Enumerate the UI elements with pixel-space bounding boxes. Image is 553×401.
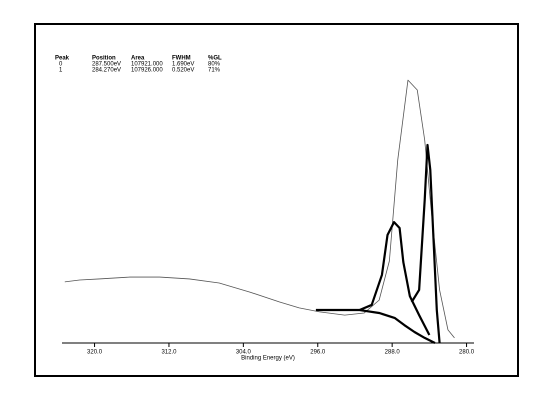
table-header: %GL xyxy=(208,56,222,62)
table-header: Position xyxy=(92,56,116,62)
table-cell: 107926.000 xyxy=(131,68,163,74)
table-cell: 287.500eV xyxy=(92,62,121,68)
table-header: Area xyxy=(131,56,145,62)
table-cell: 80% xyxy=(208,62,221,68)
table-cell: 1.690eV xyxy=(172,62,194,68)
table-cell: 0.520eV xyxy=(172,68,194,74)
table-header: FWHM xyxy=(172,56,191,62)
x-tick-label: 280.0 xyxy=(459,350,475,356)
table-cell: 284.270eV xyxy=(92,68,121,74)
x-axis-label: Binding Energy (eV) xyxy=(241,356,295,362)
table-cell: 71% xyxy=(208,68,221,74)
spectrum-line xyxy=(315,308,436,344)
table-header: Peak xyxy=(55,56,70,62)
spectrum-line xyxy=(410,143,441,344)
spectrum-line xyxy=(64,79,455,339)
spectrum-line xyxy=(359,221,431,336)
table-cell: 0 xyxy=(59,62,63,68)
x-tick-label: 296.0 xyxy=(310,350,326,356)
x-tick-label: 312.0 xyxy=(161,350,177,356)
x-tick-label: 304.0 xyxy=(236,350,252,356)
table-cell: 1 xyxy=(59,68,63,74)
x-tick-label: 288.0 xyxy=(385,350,401,356)
x-tick-label: 320.0 xyxy=(87,350,103,356)
frame xyxy=(34,23,519,377)
table-cell: 107921.000 xyxy=(131,62,163,68)
